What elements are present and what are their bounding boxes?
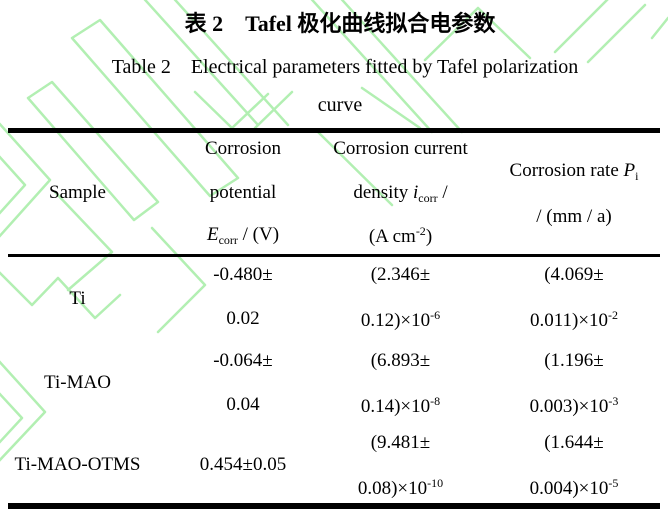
exponent: -2 [608,308,619,322]
row-timaootms-sample: Ti-MAO-OTMS [14,454,141,475]
col-header-potential-line2: potential [209,182,277,203]
ecorr-unit: / (V) [237,224,280,245]
row-ti-current-line1: (2.346± [370,264,431,285]
row-ti-sample: Ti [69,288,86,309]
col-header-current-unit: (A cm-2) [368,224,433,247]
col-header-current-line1: Corrosion current [333,138,468,159]
exponent: -5 [608,476,619,490]
row-ti-rate-line1: (4.069± [544,264,604,285]
row-timao-sample: Ti-MAO [44,372,111,393]
row-timao-current-line2: 0.14)×10-8 [360,394,441,417]
exponent: -6 [430,308,441,322]
row-timaootms-potential: 0.454±0.05 [199,454,287,475]
table-header-rule [8,254,660,257]
row-ti-potential-line2: 0.02 [226,308,260,329]
row-ti-potential-line1: -0.480± [213,264,273,285]
row-timaootms-current-line1: (9.481± [370,432,431,453]
row-timaootms-rate-line2: 0.004)×10-5 [529,476,619,499]
col-header-potential-line1: Corrosion [205,138,281,159]
row-timao-rate-line1: (1.196± [544,350,604,371]
pi-symbol: P [623,160,636,181]
table-title-chinese: 表 2 Tafel 极化曲线拟合电参数 [184,11,496,36]
row-timaootms-current-line2: 0.08)×10-10 [357,476,444,499]
icorr-subscript: corr [418,191,438,205]
row-timao-potential-line2: 0.04 [226,394,260,415]
col-header-rate-line1: Corrosion rate Pi [509,160,639,183]
row-timao-rate-line2: 0.003)×10-3 [529,394,619,417]
ecorr-symbol: E [206,224,219,245]
pi-subscript: i [635,169,639,183]
col-header-current-line2: density icorr / [353,182,448,205]
col-header-sample: Sample [49,182,106,203]
row-timaootms-rate-line1: (1.644± [544,432,604,453]
exponent: -3 [608,394,619,408]
ecorr-subscript: corr [218,233,238,247]
row-ti-rate-line2: 0.011)×10-2 [529,308,619,331]
row-timao-potential-line1: -0.064± [213,350,273,371]
row-timao-current-line1: (6.893± [370,350,431,371]
table-top-rule [8,128,660,133]
exponent: -10 [427,476,444,490]
table-title-english-line2: curve [317,94,363,116]
icorr-symbol: i [413,182,419,203]
exponent: -8 [430,394,441,408]
table-bottom-rule [8,503,660,509]
row-ti-current-line2: 0.12)×10-6 [360,308,441,331]
col-header-potential-symbol: Ecorr / (V) [158,224,328,248]
col-header-rate-unit: / (mm / a) [536,206,612,227]
current-unit-exponent: -2 [415,224,426,238]
table-title-english-line1: Table 2 Electrical parameters fitted by … [111,56,579,78]
